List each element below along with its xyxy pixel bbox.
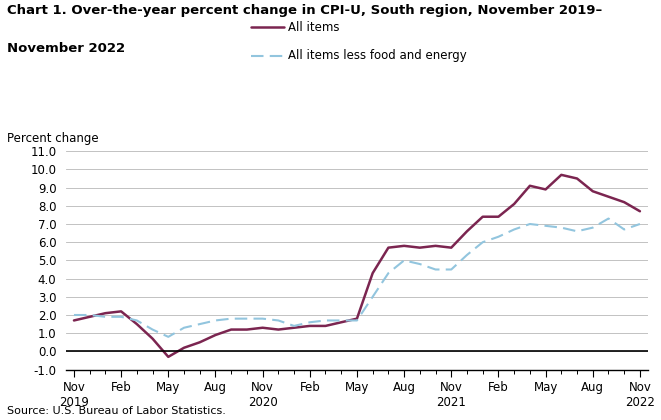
Text: Source: U.S. Bureau of Labor Statistics.: Source: U.S. Bureau of Labor Statistics. bbox=[7, 406, 225, 416]
Text: Chart 1. Over-the-year percent change in CPI-U, South region, November 2019–: Chart 1. Over-the-year percent change in… bbox=[7, 4, 602, 17]
Text: November 2022: November 2022 bbox=[7, 42, 125, 55]
Text: Percent change: Percent change bbox=[7, 132, 98, 145]
Text: All items less food and energy: All items less food and energy bbox=[288, 50, 466, 62]
Text: All items: All items bbox=[288, 21, 339, 34]
